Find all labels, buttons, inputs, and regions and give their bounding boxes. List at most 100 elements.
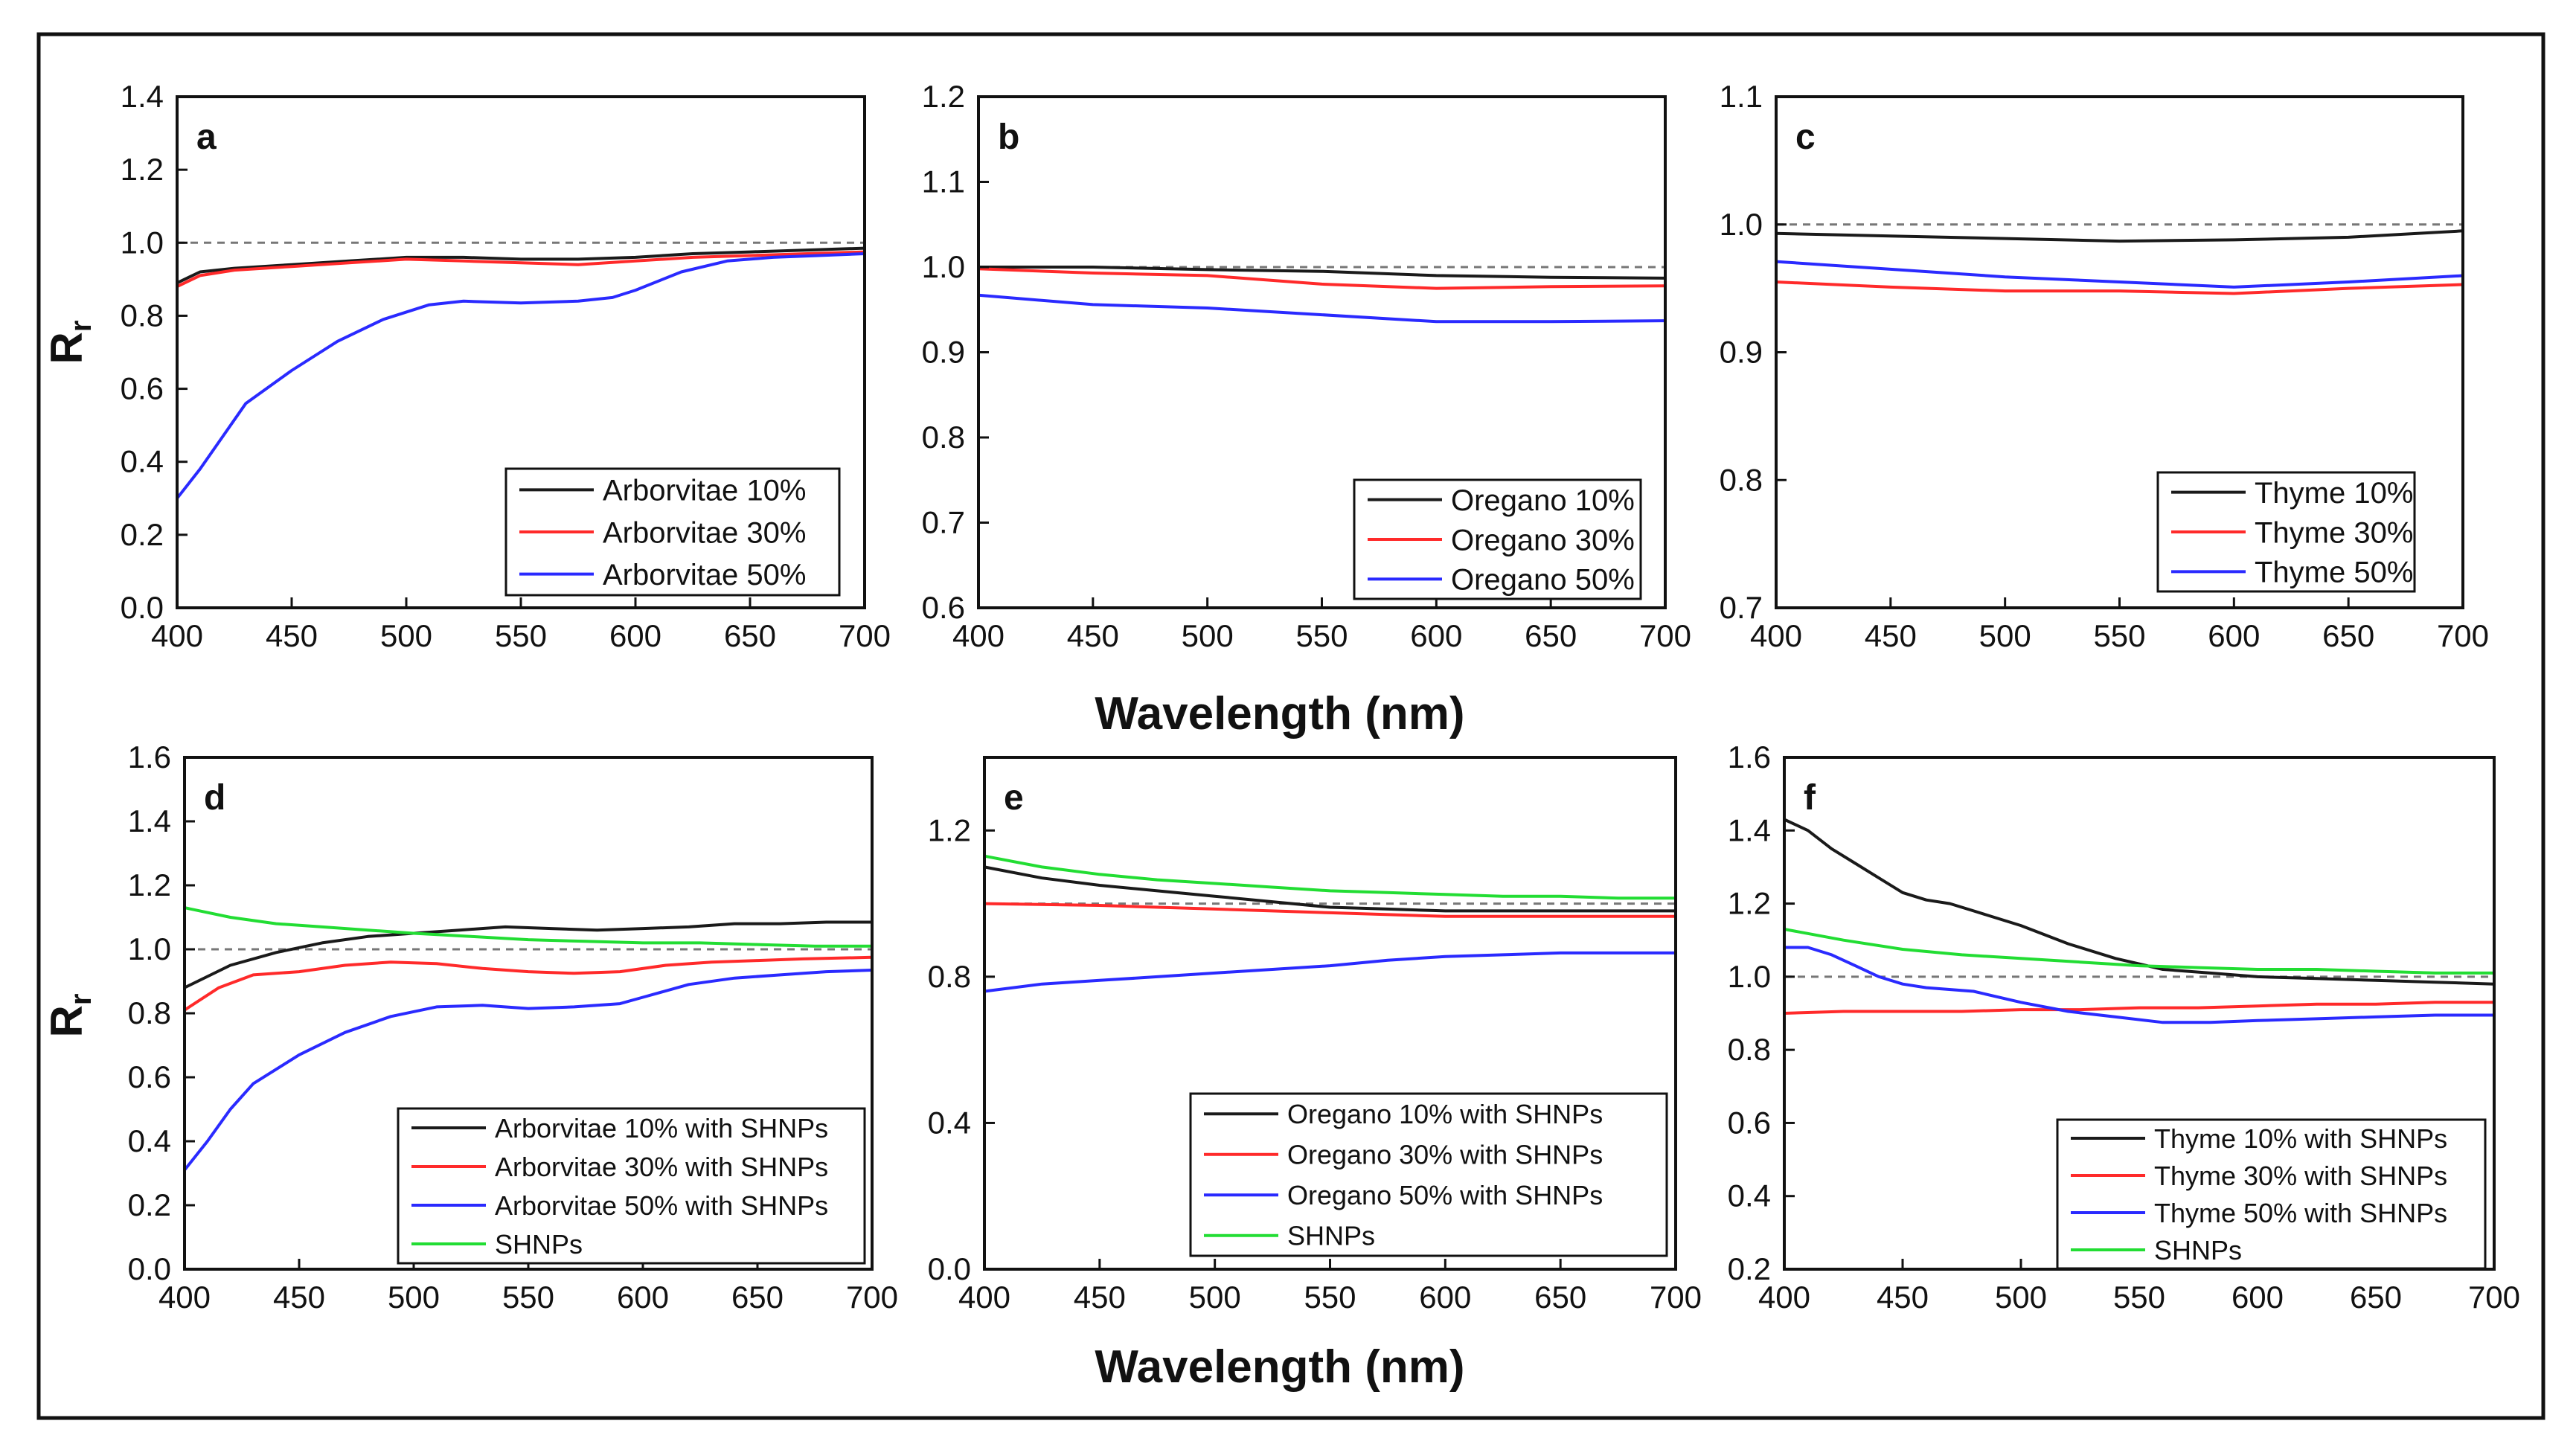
x-tick-label-f-5: 650 <box>2350 1280 2402 1315</box>
panel-d: 400 450 500 550 600 650 700 0.0 0.2 0.4 0.6 0.8 1.0 1… <box>128 739 898 1315</box>
y-tick-label-d-8: 1.6 <box>128 739 171 774</box>
y-tick-label-e-1: 0.4 <box>928 1105 971 1140</box>
legend-label-f-0: Thyme 10% with SHNPs <box>2154 1123 2447 1154</box>
legend-label-b-0: Oregano 10% <box>1451 484 1635 517</box>
x-tick-label-d-5: 650 <box>731 1280 784 1315</box>
legend-f: Thyme 10% with SHNPs Thyme 30% with SHNPs… <box>2056 1118 2487 1270</box>
series-line-c-0 <box>1775 229 2464 243</box>
series-line-b-1 <box>978 267 1666 290</box>
legend-label-b-2: Oregano 50% <box>1451 564 1635 597</box>
figure-frame <box>36 32 2545 1420</box>
y-tick-label-f-1: 0.4 <box>1728 1178 1771 1213</box>
x-tick-label-f-2: 500 <box>1995 1280 2047 1315</box>
series-line-d-3 <box>184 906 872 948</box>
y-tick-label-f-2: 0.6 <box>1728 1105 1771 1140</box>
series-line-b-0 <box>978 266 1666 280</box>
xlabel-bottom: Wavelength (nm) <box>1095 1341 1464 1393</box>
y-tick-label-b-6: 1.2 <box>922 79 965 114</box>
svg-text:Rr: Rr <box>42 321 97 365</box>
legend-box-e <box>1189 1092 1668 1257</box>
x-tick-label-a-3: 550 <box>495 618 547 653</box>
x-tick-label-c-3: 550 <box>2093 618 2145 653</box>
x-tick-label-f-3: 550 <box>2113 1280 2165 1315</box>
panel-label-e: e <box>1004 778 1024 818</box>
legend-box-d <box>397 1107 866 1265</box>
x-tick-label-a-0: 400 <box>151 618 203 653</box>
ylabel-top: Rr <box>42 321 97 365</box>
panel-label-d: d <box>204 778 225 818</box>
ylabel-top-main: R <box>42 332 92 364</box>
series-line-d-2 <box>183 969 873 1171</box>
panel-label-f: f <box>1804 778 1816 818</box>
series-line-d-0 <box>184 920 872 989</box>
y-tick-label-b-4: 1.0 <box>922 249 965 284</box>
y-tick-label-c-4: 1.1 <box>1720 79 1763 114</box>
x-tick-label-d-4: 600 <box>617 1280 669 1315</box>
y-tick-label-b-3: 0.9 <box>922 335 965 370</box>
y-tick-label-d-2: 0.4 <box>128 1123 171 1158</box>
legend-b: Oregano 10% Oregano 30% Oregano 50% <box>1353 478 1642 600</box>
series-line-b-2 <box>978 293 1666 324</box>
x-tick-label-c-6: 700 <box>2437 618 2489 653</box>
x-tick-label-b-2: 500 <box>1182 618 1234 653</box>
y-tick-label-a-5: 1.0 <box>121 225 164 260</box>
series-line-a-0 <box>176 246 865 285</box>
x-tick-label-e-4: 600 <box>1419 1280 1471 1315</box>
x-tick-label-b-0: 400 <box>952 618 1005 653</box>
x-tick-label-e-0: 400 <box>958 1280 1010 1315</box>
series-line-e-1 <box>984 902 1676 918</box>
y-tick-label-a-6: 1.2 <box>121 152 164 187</box>
legend-label-e-1: Oregano 30% with SHNPs <box>1287 1140 1603 1170</box>
panel-label-b: b <box>998 118 1019 157</box>
x-tick-label-c-5: 650 <box>2322 618 2374 653</box>
y-tick-label-f-3: 0.8 <box>1728 1032 1771 1067</box>
y-tick-label-a-7: 1.4 <box>121 79 164 114</box>
y-tick-label-b-1: 0.7 <box>922 505 965 540</box>
series-line-f-0 <box>1784 818 2495 986</box>
y-tick-label-c-2: 0.9 <box>1720 335 1763 370</box>
legend-e: Oregano 10% with SHNPs Oregano 30% with S… <box>1189 1092 1668 1257</box>
y-tick-label-e-2: 0.8 <box>928 959 971 994</box>
x-tick-label-e-5: 650 <box>1534 1280 1586 1315</box>
series-line-f-3 <box>1784 928 2494 975</box>
panel-b: 400 450 500 550 600 650 700 0.6 0.7 0.8 0.9 1.0 1.1 1… <box>922 79 1691 653</box>
x-tick-label-f-6: 700 <box>2468 1280 2520 1315</box>
y-tick-label-c-3: 1.0 <box>1720 207 1763 242</box>
x-tick-label-d-1: 450 <box>273 1280 325 1315</box>
legend-c: Thyme 10% Thyme 30% Thyme 50% <box>2156 471 2416 593</box>
y-tick-label-d-6: 1.2 <box>128 867 171 902</box>
y-tick-label-c-1: 0.8 <box>1720 462 1763 497</box>
y-tick-label-a-0: 0.0 <box>121 590 164 625</box>
y-tick-label-a-1: 0.2 <box>121 517 164 552</box>
x-tick-label-e-3: 550 <box>1304 1280 1356 1315</box>
series-line-e-3 <box>984 854 1676 900</box>
y-tick-label-d-4: 0.8 <box>128 995 171 1030</box>
x-tick-label-d-2: 500 <box>388 1280 440 1315</box>
x-tick-label-b-3: 550 <box>1295 618 1348 653</box>
series-line-f-1 <box>1784 1001 2494 1015</box>
y-tick-label-b-0: 0.6 <box>922 590 965 625</box>
x-tick-label-a-1: 450 <box>266 618 318 653</box>
y-tick-label-a-3: 0.6 <box>121 371 164 406</box>
series-line-e-0 <box>984 865 1676 913</box>
legend-label-e-2: Oregano 50% with SHNPs <box>1287 1180 1603 1210</box>
x-tick-label-e-2: 500 <box>1189 1280 1241 1315</box>
series-line-e-2 <box>984 951 1676 993</box>
panel-a: 400 450 500 550 600 650 700 0.0 0.2 0.4 0.6 0.8 1.0 1… <box>121 79 891 653</box>
legend-label-f-3: SHNPs <box>2154 1235 2242 1265</box>
panel-label-c: c <box>1795 118 1816 157</box>
legend-d: Arborvitae 10% with SHNPs Arborvitae 30% … <box>397 1107 866 1265</box>
legend-label-d-2: Arborvitae 50% with SHNPs <box>495 1190 828 1221</box>
legend-label-d-3: SHNPs <box>495 1229 583 1260</box>
legend-label-a-0: Arborvitae 10% <box>603 475 806 507</box>
legend-label-a-1: Arborvitae 30% <box>603 516 806 549</box>
x-tick-label-a-4: 600 <box>609 618 661 653</box>
svg-text:Rr: Rr <box>42 994 97 1038</box>
y-tick-label-f-4: 1.0 <box>1728 959 1771 994</box>
panel-f: 400 450 500 550 600 650 700 0.2 0.4 0.6 0.8 1.0 1.2 1… <box>1728 739 2520 1315</box>
series-line-a-1 <box>176 250 865 289</box>
y-tick-label-f-5: 1.2 <box>1728 886 1771 921</box>
x-tick-label-b-6: 700 <box>1639 618 1691 653</box>
series-line-c-1 <box>1775 280 2464 295</box>
y-tick-label-d-3: 0.6 <box>128 1059 171 1094</box>
